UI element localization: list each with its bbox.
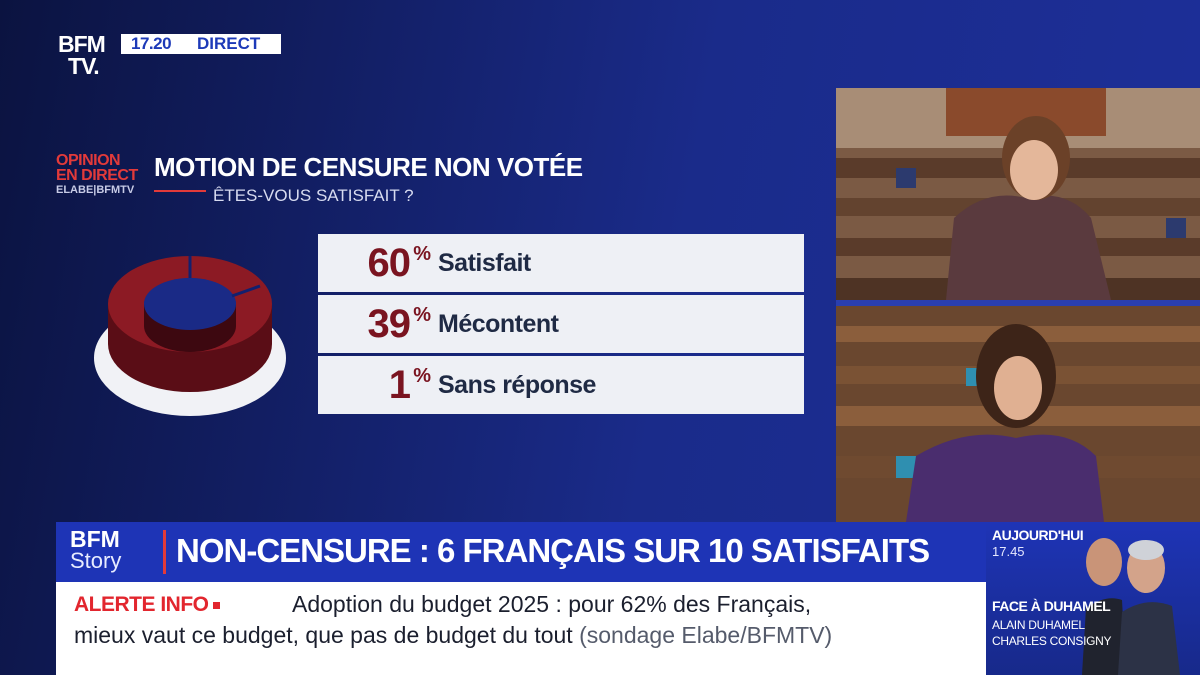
brand-source: ELABE|BFMTV: [56, 184, 135, 196]
promo-guest2: CHARLES CONSIGNY: [992, 634, 1112, 648]
poll-question: ÊTES-VOUS SATISFAIT ?: [213, 186, 414, 205]
result-row: 1% Sans réponse: [318, 356, 804, 414]
alert-label: ALERTE INFO: [74, 593, 220, 617]
opinion-brand: OPINION EN DIRECT ELABE|BFMTV: [56, 152, 146, 197]
story-sub: Story: [70, 548, 122, 573]
story-bar: [56, 522, 986, 582]
live-badge: 17.20 DIRECT: [121, 34, 281, 54]
bfm-story-logo: BFM Story: [70, 528, 170, 576]
story-headline: NON-CENSURE : 6 FRANÇAIS SUR 10 SATISFAI…: [176, 532, 930, 569]
guests-photo-icon: [1082, 538, 1180, 675]
poll-title: MOTION DE CENSURE NON VOTÉE: [154, 152, 583, 182]
results-list: 60% Satisfait 39% Mécontent 1% Sans répo…: [318, 234, 804, 417]
result-label: Satisfait: [438, 248, 531, 277]
alert-line2: mieux vaut ce budget, que pas de budget …: [74, 622, 833, 648]
program-promo: [986, 522, 1200, 675]
promo-when: AUJOURD'HUI: [992, 527, 1084, 543]
camera-divider: [836, 300, 1200, 306]
result-percent: 39%: [367, 301, 431, 346]
result-row: 60% Satisfait: [318, 234, 804, 292]
alert-bar: [56, 582, 986, 675]
alert-line1: Adoption du budget 2025 : pour 62% des F…: [292, 591, 812, 617]
result-label: Sans réponse: [438, 370, 596, 399]
donut-icon: [94, 256, 286, 416]
promo-guest1: ALAIN DUHAMEL: [992, 618, 1085, 632]
bfmtv-logo: BFM TV.: [58, 31, 106, 79]
alert-source: (sondage Elabe/BFMTV): [579, 622, 833, 648]
camera-feed-bottom: [836, 306, 1200, 522]
story-separator: [163, 530, 166, 574]
promo-show: FACE À DUHAMEL: [992, 598, 1111, 614]
logo-line2: TV.: [68, 53, 100, 79]
brand-line1: OPINION: [56, 152, 121, 169]
presenter-scene-icon: [836, 306, 1200, 522]
result-percent: 60%: [367, 240, 431, 285]
logo-line1: BFM: [58, 31, 106, 57]
camera-feed-top: [836, 88, 1200, 300]
promo-time: 17.45: [992, 544, 1025, 559]
alert-dot-icon: [212, 601, 220, 609]
poll-panel: OPINION EN DIRECT ELABE|BFMTV MOTION DE …: [0, 88, 833, 523]
result-row: 39% Mécontent: [318, 295, 804, 353]
live-time: 17.20: [131, 34, 172, 53]
result-percent: 1%: [388, 362, 431, 407]
brand-line2: EN DIRECT: [56, 167, 138, 184]
title-underline: [154, 190, 206, 192]
result-label: Mécontent: [438, 309, 559, 338]
assembly-scene-icon: [836, 88, 1200, 300]
story-brand: BFM: [70, 526, 120, 552]
live-status: DIRECT: [197, 34, 261, 53]
